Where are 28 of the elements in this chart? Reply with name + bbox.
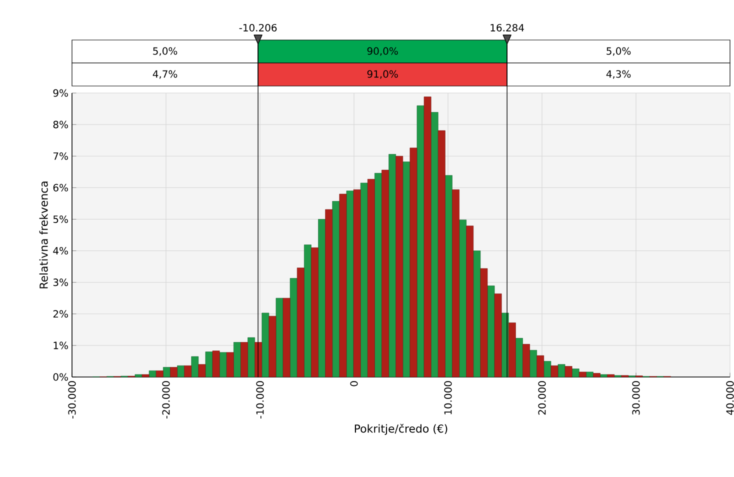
y-tick-label: 9% — [53, 89, 68, 97]
ref-line-label: -10.206 — [239, 24, 277, 32]
y-tick-label: 7% — [53, 152, 68, 160]
text: 5,0% — [606, 47, 631, 56]
x-tick-label: 20.000 — [538, 381, 546, 415]
y-tick-label: 8% — [53, 120, 68, 128]
x-tick-label: -30.000 — [68, 381, 76, 418]
ref-line-label: 16.284 — [490, 24, 524, 32]
x-tick-label: 10.000 — [444, 381, 452, 414]
y-tick-label: 5% — [53, 215, 68, 223]
text: 5,0% — [153, 47, 178, 56]
y-tick-label: 2% — [53, 310, 68, 318]
text: 91,0% — [367, 70, 398, 79]
y-tick-label: 3% — [53, 278, 68, 286]
y-axis-title: Relativna frekvenca — [39, 182, 48, 288]
y-tick-label: 6% — [53, 184, 68, 192]
text: 4,3% — [606, 70, 631, 79]
text: 4,7% — [152, 70, 178, 79]
x-tick-label: -10.000 — [256, 381, 264, 418]
y-tick-label: 0% — [53, 373, 68, 381]
x-tick-label: -20.000 — [162, 381, 170, 418]
text: 90,0% — [367, 47, 398, 56]
x-axis-title: Pokritje/čredo (€) — [354, 424, 448, 435]
y-tick-label: 4% — [53, 247, 68, 255]
x-tick-label: 40.000 — [726, 381, 734, 415]
x-tick-label: 30.000 — [632, 381, 640, 415]
x-tick-label: 0 — [350, 381, 358, 386]
y-tick-label: 1% — [54, 342, 68, 350]
